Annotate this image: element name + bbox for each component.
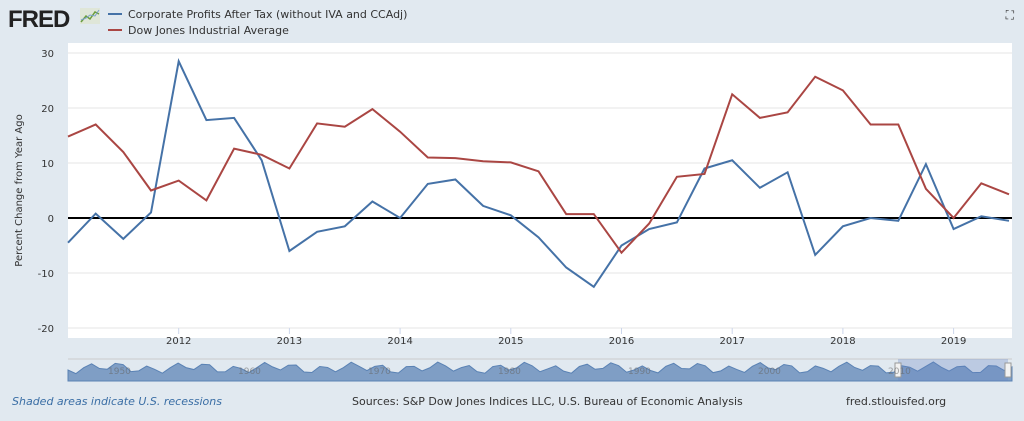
x-tick-label: 2018 [830,336,855,347]
y-tick-label: 10 [41,159,54,170]
y-tick-label: -10 [38,269,54,280]
navigator-label: 1990 [628,367,651,377]
x-tick-label: 2012 [166,336,191,347]
legend-item-dow[interactable]: Dow Jones Industrial Average [108,22,407,38]
navigator-label: 2010 [888,367,911,377]
x-tick-label: 2013 [277,336,302,347]
site-link[interactable]: fred.stlouisfed.org [846,395,947,408]
legend: Corporate Profits After Tax (without IVA… [108,6,407,38]
x-tick-label: 2015 [498,336,523,347]
navigator-handle[interactable] [1004,362,1012,378]
navigator-label: 2000 [758,367,781,377]
sources: Sources: S&P Dow Jones Indices LLC, U.S.… [352,395,743,408]
x-tick-label: 2014 [387,336,412,347]
y-tick-label: 20 [41,104,54,115]
recessions-note[interactable]: Shaded areas indicate U.S. recessions [12,395,222,408]
navigator-handle[interactable] [894,362,902,378]
y-tick-label: 30 [41,49,54,60]
navigator-label: 1960 [238,367,261,377]
y-tick-label: 0 [48,214,54,225]
chart-logo-icon [80,8,100,24]
plot-area [68,43,1012,338]
navigator-label: 1980 [498,367,521,377]
legend-item-profits[interactable]: Corporate Profits After Tax (without IVA… [108,6,407,22]
fullscreen-icon[interactable]: ⛶ [1005,8,1014,22]
navigator-label: 1970 [368,367,391,377]
fred-logo[interactable]: FRED [8,6,70,33]
navigator-selection [898,359,1008,381]
y-axis-label: Percent Change from Year Ago [14,114,25,266]
x-tick-label: 2017 [719,336,744,347]
navigator-series [67,361,1013,382]
x-tick-label: 2016 [609,336,634,347]
y-tick-label: -20 [38,324,54,335]
x-tick-label: 2019 [941,336,966,347]
navigator-label: 1950 [108,367,131,377]
